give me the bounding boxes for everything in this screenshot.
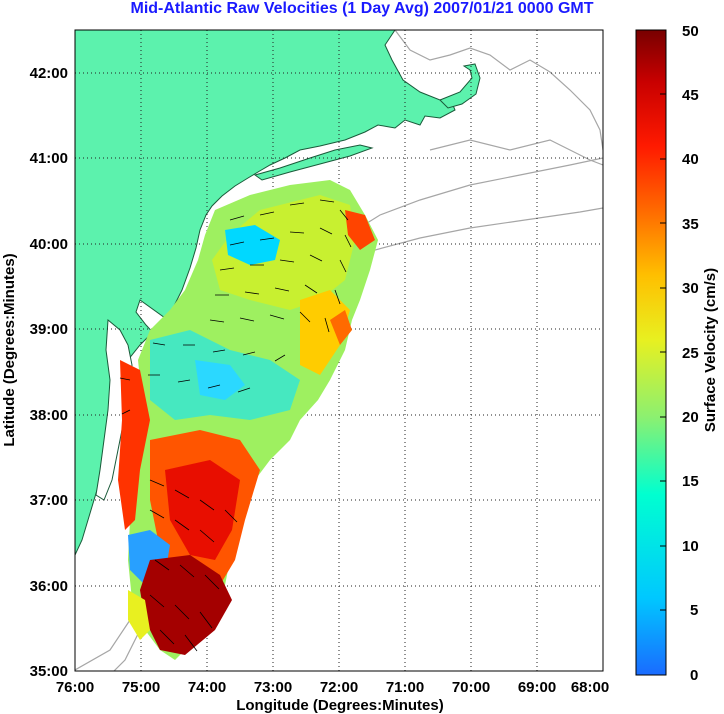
colorbar-tick-label: 25 [682, 345, 699, 362]
x-tick-label: 76:00 [56, 679, 94, 696]
y-tick-label: 42:00 [30, 65, 68, 82]
x-axis-label: Longitude (Degrees:Minutes) [236, 697, 444, 714]
velocity-field [118, 180, 378, 660]
velocity-arrows [119, 199, 352, 652]
x-tick-label: 75:00 [122, 679, 160, 696]
colorbar-tick-label: 10 [682, 538, 699, 555]
colorbar-tick-label: 0 [690, 667, 698, 684]
map-title: Mid-Atlantic Raw Velocities (1 Day Avg) … [130, 0, 594, 17]
x-tick-label: 72:00 [320, 679, 358, 696]
x-tick-label: 70:00 [452, 679, 490, 696]
x-tick-label: 74:00 [188, 679, 226, 696]
x-tick-label: 71:00 [386, 679, 424, 696]
x-tick-label: 69:00 [518, 679, 556, 696]
y-tick-label: 36:00 [30, 578, 68, 595]
colorbar-tick-label: 30 [682, 280, 699, 297]
plot-frame [74, 29, 604, 672]
colorbar-tick-label: 5 [690, 602, 698, 619]
colorbar-tick-label: 20 [682, 409, 699, 426]
colorbar-tick-marks [660, 93, 666, 611]
y-tick-labels: 42:00 41:00 40:00 39:00 38:00 37:00 36:0… [30, 65, 68, 680]
y-tick-label: 40:00 [30, 236, 68, 253]
colorbar-ticks: 50 45 40 35 30 25 20 15 10 5 0 [682, 23, 699, 684]
y-tick-label: 38:00 [30, 407, 68, 424]
y-tick-label: 35:00 [30, 663, 68, 680]
colorbar-tick-label: 45 [682, 87, 699, 104]
colorbar-tick-label: 50 [682, 23, 699, 40]
colorbar-label: Surface Velocity (cm/s) [702, 268, 719, 432]
y-tick-label: 41:00 [30, 150, 68, 167]
cape-cod [439, 63, 481, 109]
y-tick-label: 39:00 [30, 321, 68, 338]
y-axis-label: Latitude (Degrees:Minutes) [1, 253, 18, 446]
y-tick-label: 37:00 [30, 492, 68, 509]
colorbar-tick-label: 40 [682, 151, 699, 168]
x-tick-label: 68:00 [571, 679, 609, 696]
colorbar-tick-label: 35 [682, 216, 699, 233]
x-tick-label: 73:00 [254, 679, 292, 696]
x-tick-labels: 76:00 75:00 74:00 73:00 72:00 71:00 70:0… [56, 679, 609, 696]
colorbar-tick-label: 15 [682, 473, 699, 490]
long-island [253, 144, 374, 181]
